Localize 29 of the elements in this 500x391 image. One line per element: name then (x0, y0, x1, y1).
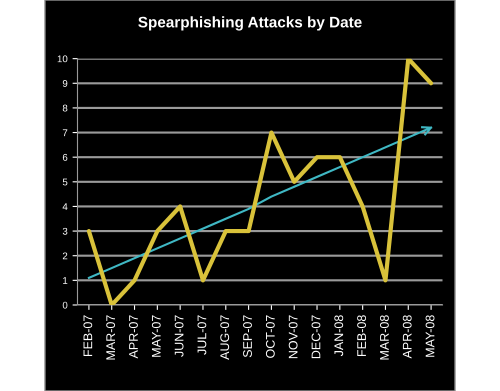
x-tick-label: JUN-07 (174, 315, 184, 357)
y-tick-label: 1 (63, 277, 68, 284)
x-tick-label: JUL-07 (197, 315, 206, 355)
y-tick-label: 4 (62, 203, 68, 210)
line-series (86, 58, 434, 305)
x-tick-label: DEC-07 (312, 315, 320, 358)
x-tick-label: MAY-08 (426, 315, 434, 357)
y-tick-label: 9 (62, 80, 68, 87)
y-tick-label: 8 (62, 104, 68, 112)
x-tick-label: FEB-08 (357, 315, 366, 356)
chart-title: Spearphishing Attacks by Date (138, 16, 362, 31)
x-tick-label: MAR-08 (380, 315, 389, 360)
x-tick-label: MAY-07 (152, 315, 161, 357)
x-tick-label: AUG-07 (220, 315, 230, 360)
x-tick-label: OCT-07 (266, 315, 275, 358)
x-tick-label: MAR-07 (106, 315, 116, 360)
y-tick-label: 10 (58, 55, 68, 62)
x-tick-label: SEP-07 (243, 315, 252, 358)
y-tick-label: 6 (62, 154, 68, 161)
y-tick-label: 2 (62, 252, 68, 260)
y-tick-label: 0 (62, 302, 68, 309)
y-tick-label: 3 (62, 228, 68, 235)
y-tick-label: 5 (62, 178, 68, 186)
x-tick-label: APR-07 (129, 315, 138, 358)
x-tick-label: APR-08 (402, 315, 412, 358)
y-tick-label: 7 (62, 129, 68, 136)
x-tick-label: FEB-07 (83, 315, 92, 356)
x-tick-label: JAN-08 (334, 315, 344, 356)
x-tick-label: NOV-07 (288, 315, 298, 358)
